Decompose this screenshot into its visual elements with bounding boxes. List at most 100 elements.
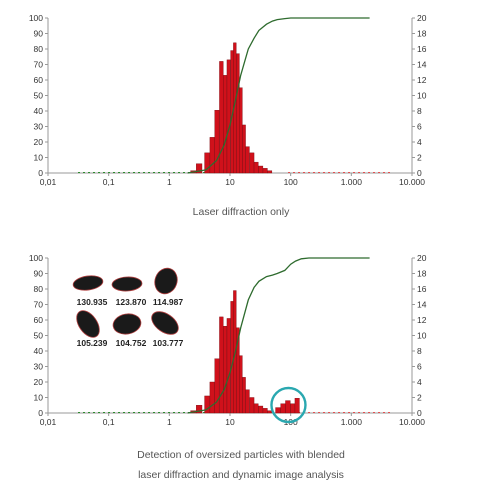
y-right-tick-label: 20 xyxy=(417,253,427,263)
histogram-bar xyxy=(239,87,243,174)
chart-blended-analysis: 0 10 20 30 40 50 60 70 80 90 100 0 2 4 6 8 10 12 14 16 18 20 0… xyxy=(29,253,427,427)
particle-label: 103.777 xyxy=(153,338,184,348)
particle-image xyxy=(112,313,142,335)
histogram-bar xyxy=(230,301,234,414)
particle-image xyxy=(76,310,100,338)
cumulative-curve xyxy=(187,257,370,414)
y-right-tick-label: 0 xyxy=(417,408,422,418)
y-left-tick-label: 10 xyxy=(34,153,44,163)
chart-laser-diffraction: 0 10 20 30 40 50 60 70 80 90 100 0 2 4 6 8 10 12 14 16 18 20 0… xyxy=(29,13,427,187)
particle-image xyxy=(151,311,179,335)
y-right-tick-label: 18 xyxy=(417,269,427,279)
y-left-tick-label: 100 xyxy=(29,253,43,263)
particle-label: 123.870 xyxy=(116,297,147,307)
caption-bottom-line2: laser diffraction and dynamic image anal… xyxy=(138,469,344,481)
particle-label: 105.239 xyxy=(77,338,108,348)
y-left-tick-label: 40 xyxy=(34,106,44,116)
histogram-bar xyxy=(267,410,273,414)
y-left-tick-label: 70 xyxy=(34,60,44,70)
histogram-bar xyxy=(209,381,215,414)
y-right-tick-label: 6 xyxy=(417,122,422,132)
histogram-bar xyxy=(219,61,224,174)
y-right-tick-label: 8 xyxy=(417,106,422,116)
histogram-bar xyxy=(196,163,203,174)
particle-image xyxy=(154,267,178,295)
histogram-bar xyxy=(258,165,264,174)
x-tick-label: 1 xyxy=(167,177,172,187)
histogram-bar xyxy=(290,403,296,414)
histogram-bar xyxy=(275,407,281,414)
histogram-bar xyxy=(294,398,300,414)
histogram-bar xyxy=(196,405,203,414)
caption-bottom-line1: Detection of oversized particles with bl… xyxy=(137,449,345,461)
histogram-bar xyxy=(258,405,264,414)
histogram-bar xyxy=(214,110,220,174)
x-tick-label: 1 xyxy=(167,417,172,427)
histogram-bar xyxy=(253,403,259,414)
histogram-bar xyxy=(285,400,291,414)
y-right-tick-label: 12 xyxy=(417,75,427,85)
histogram-bar xyxy=(242,124,246,174)
y-left-tick-label: 0 xyxy=(38,168,43,178)
y-right-tick-label: 2 xyxy=(417,393,422,403)
histogram-bar xyxy=(219,316,224,414)
y-right-tick-label: 20 xyxy=(417,13,427,23)
y-right-tick-label: 18 xyxy=(417,29,427,39)
particle-label: 114.987 xyxy=(153,297,184,307)
particle-label: 130.935 xyxy=(77,297,108,307)
histogram-bar xyxy=(245,146,250,174)
y-right-tick-label: 0 xyxy=(417,168,422,178)
y-right-tick-label: 10 xyxy=(417,91,427,101)
y-left-tick-label: 90 xyxy=(34,29,44,39)
histogram-bar xyxy=(242,377,246,414)
particle-image xyxy=(72,275,104,291)
particle-label: 104.752 xyxy=(116,338,147,348)
histogram-bar xyxy=(262,408,268,414)
oversize-highlight-circle xyxy=(270,386,307,424)
y-left-tick-label: 80 xyxy=(34,284,44,294)
y-left-tick-label: 100 xyxy=(29,13,43,23)
histogram-bar xyxy=(226,59,231,174)
x-tick-label: 10 xyxy=(225,177,235,187)
histogram-bar xyxy=(253,161,259,174)
x-tick-label: 0,1 xyxy=(103,417,115,427)
x-tick-label: 0,01 xyxy=(40,417,57,427)
y-right-tick-label: 16 xyxy=(417,284,427,294)
y-left-tick-label: 50 xyxy=(34,91,44,101)
x-tick-label: 10.000 xyxy=(399,417,425,427)
y-right-tick-label: 2 xyxy=(417,153,422,163)
y-left-tick-label: 10 xyxy=(34,393,44,403)
y-right-tick-label: 6 xyxy=(417,362,422,372)
particle-image xyxy=(111,276,143,292)
histogram-bar xyxy=(249,397,255,414)
y-left-tick-label: 50 xyxy=(34,331,44,341)
cumulative-curve xyxy=(187,17,370,174)
y-left-tick-label: 20 xyxy=(34,137,44,147)
histogram-bar xyxy=(226,318,231,414)
histogram-bar xyxy=(223,75,228,174)
x-tick-label: 10.000 xyxy=(399,177,425,187)
y-right-tick-label: 8 xyxy=(417,346,422,356)
y-right-tick-label: 14 xyxy=(417,300,427,310)
y-left-tick-label: 40 xyxy=(34,346,44,356)
histogram-bar xyxy=(236,53,240,174)
y-left-tick-label: 60 xyxy=(34,315,44,325)
histogram-bar xyxy=(245,389,250,414)
x-tick-label: 0,01 xyxy=(40,177,57,187)
y-left-tick-label: 90 xyxy=(34,269,44,279)
y-right-tick-label: 4 xyxy=(417,137,422,147)
caption-top: Laser diffraction only xyxy=(192,206,290,218)
x-tick-label: 1.000 xyxy=(341,177,363,187)
y-left-tick-label: 60 xyxy=(34,75,44,85)
y-left-tick-label: 20 xyxy=(34,377,44,387)
x-tick-label: 10 xyxy=(225,417,235,427)
histogram-bar xyxy=(267,170,273,174)
histogram-bar xyxy=(249,152,255,174)
y-left-tick-label: 30 xyxy=(34,362,44,372)
histogram-bar xyxy=(262,168,268,174)
y-right-tick-label: 12 xyxy=(417,315,427,325)
y-left-tick-label: 30 xyxy=(34,122,44,132)
y-left-tick-label: 0 xyxy=(38,408,43,418)
y-right-tick-label: 4 xyxy=(417,377,422,387)
